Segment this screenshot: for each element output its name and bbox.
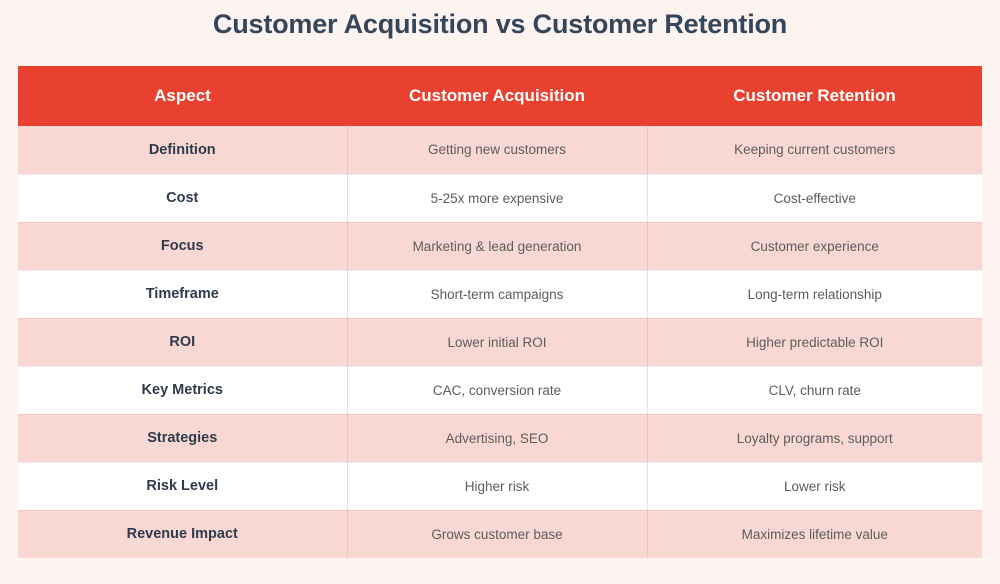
cell-aspect: Focus bbox=[18, 222, 348, 271]
cell-retention: Cost-effective bbox=[647, 174, 982, 223]
cell-retention: Maximizes lifetime value bbox=[647, 510, 982, 558]
cell-acquisition: Advertising, SEO bbox=[347, 414, 648, 463]
cell-aspect: Revenue Impact bbox=[18, 510, 348, 558]
cell-acquisition: Getting new customers bbox=[347, 126, 648, 175]
cell-acquisition: CAC, conversion rate bbox=[347, 366, 648, 415]
cell-aspect: ROI bbox=[18, 318, 348, 367]
cell-acquisition: Grows customer base bbox=[347, 510, 648, 558]
cell-aspect: Timeframe bbox=[18, 270, 348, 319]
column-header-acquisition: Customer Acquisition bbox=[347, 66, 647, 126]
table-row: Definition Getting new customers Keeping… bbox=[18, 126, 982, 175]
table-row: Focus Marketing & lead generation Custom… bbox=[18, 222, 982, 271]
comparison-table-container: Aspect Customer Acquisition Customer Ret… bbox=[18, 66, 982, 558]
cell-retention: Long-term relationship bbox=[647, 270, 982, 319]
cell-acquisition: Higher risk bbox=[347, 462, 648, 511]
table-row: ROI Lower initial ROI Higher predictable… bbox=[18, 318, 982, 367]
table-row: Risk Level Higher risk Lower risk bbox=[18, 462, 982, 511]
table-row: Timeframe Short-term campaigns Long-term… bbox=[18, 270, 982, 319]
cell-acquisition: Lower initial ROI bbox=[347, 318, 648, 367]
cell-retention: Higher predictable ROI bbox=[647, 318, 982, 367]
cell-retention: Loyalty programs, support bbox=[647, 414, 982, 463]
cell-acquisition: Marketing & lead generation bbox=[347, 222, 648, 271]
table-row: Key Metrics CAC, conversion rate CLV, ch… bbox=[18, 366, 982, 415]
comparison-table: Aspect Customer Acquisition Customer Ret… bbox=[18, 66, 982, 558]
cell-aspect: Definition bbox=[18, 126, 348, 175]
table-header: Aspect Customer Acquisition Customer Ret… bbox=[18, 66, 982, 126]
cell-aspect: Risk Level bbox=[18, 462, 348, 511]
table-row: Cost 5-25x more expensive Cost-effective bbox=[18, 174, 982, 223]
cell-retention: Customer experience bbox=[647, 222, 982, 271]
column-header-retention: Customer Retention bbox=[647, 66, 982, 126]
cell-retention: CLV, churn rate bbox=[647, 366, 982, 415]
cell-aspect: Key Metrics bbox=[18, 366, 348, 415]
table-header-row: Aspect Customer Acquisition Customer Ret… bbox=[18, 66, 982, 126]
table-body: Definition Getting new customers Keeping… bbox=[18, 126, 982, 558]
cell-acquisition: Short-term campaigns bbox=[347, 270, 648, 319]
cell-retention: Lower risk bbox=[647, 462, 982, 511]
table-row: Strategies Advertising, SEO Loyalty prog… bbox=[18, 414, 982, 463]
cell-aspect: Strategies bbox=[18, 414, 348, 463]
page-title: Customer Acquisition vs Customer Retenti… bbox=[212, 9, 788, 39]
cell-retention: Keeping current customers bbox=[647, 126, 982, 175]
table-row: Revenue Impact Grows customer base Maxim… bbox=[18, 510, 982, 558]
column-header-aspect: Aspect bbox=[18, 66, 347, 126]
cell-aspect: Cost bbox=[18, 174, 348, 223]
cell-acquisition: 5-25x more expensive bbox=[347, 174, 648, 223]
